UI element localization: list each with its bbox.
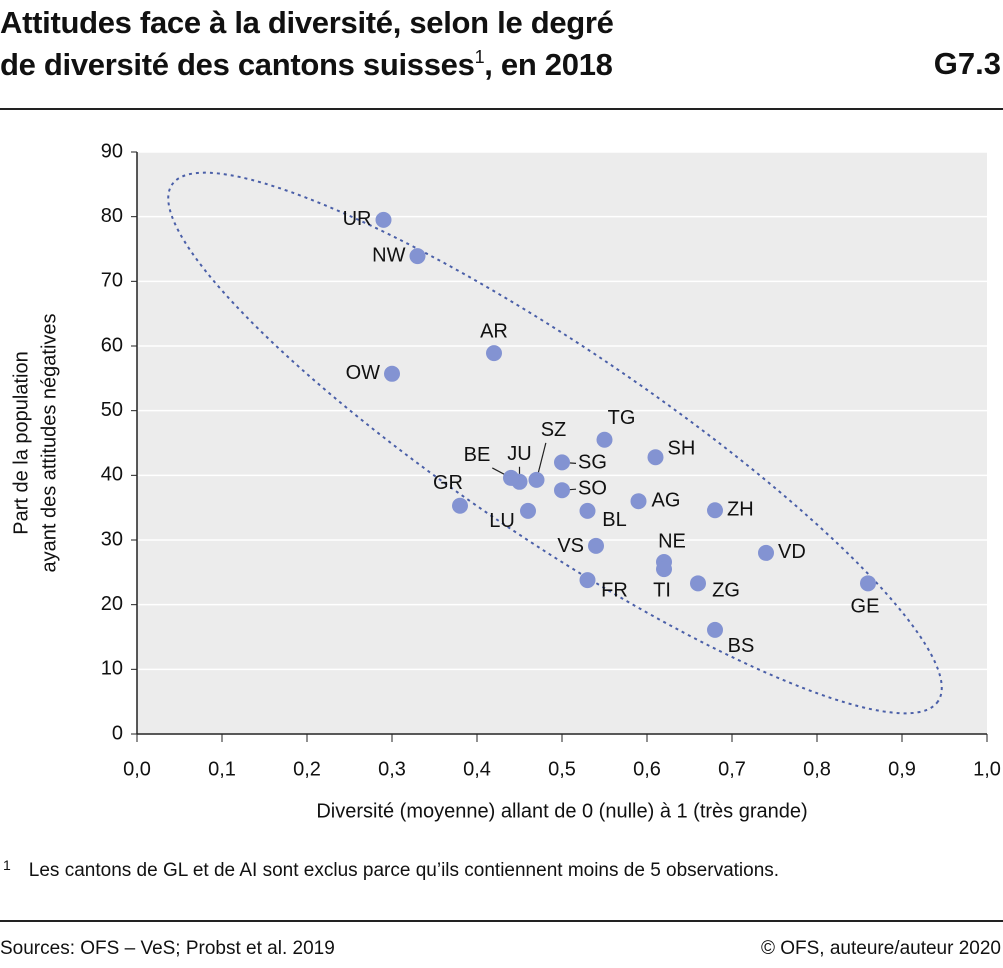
point-label: OW	[346, 362, 381, 384]
y-tick-label: 40	[101, 464, 123, 486]
y-tick-label: 30	[101, 528, 123, 550]
point	[486, 345, 502, 362]
title: Attitudes face à la diversité, selon le …	[0, 2, 614, 86]
point	[630, 493, 647, 510]
x-tick-label: 0,1	[208, 758, 236, 780]
point	[375, 211, 392, 228]
point-label: LU	[489, 510, 515, 532]
point	[409, 248, 426, 265]
x-tick-label: 0,3	[378, 758, 406, 780]
y-tick-label: 20	[101, 593, 123, 615]
point-label: NW	[372, 244, 405, 266]
point	[647, 449, 664, 466]
point-label: UR	[343, 208, 372, 230]
x-tick-label: 0,6	[633, 758, 661, 780]
point	[588, 537, 604, 554]
note-mark: 1	[474, 47, 485, 67]
grid	[131, 151, 988, 742]
rule	[0, 920, 1003, 922]
point-label: GE	[851, 596, 880, 618]
y-axis-title: Part de la population	[10, 351, 32, 534]
point	[579, 572, 596, 589]
point	[452, 497, 468, 514]
point	[690, 575, 706, 592]
x-axis-title: Diversité (moyenne) allant de 0 (nulle) …	[316, 800, 807, 822]
x-tick-label: 0,5	[548, 758, 576, 780]
point	[860, 575, 876, 592]
point-label: ZG	[712, 580, 740, 602]
point	[503, 469, 519, 486]
title-line: Attitudes face à la diversité, selon le …	[0, 5, 614, 40]
footnote-text: Les cantons de GL et de AI sont exclus p…	[28, 860, 780, 881]
point	[707, 621, 723, 638]
title-line: de diversité des cantons suisses	[0, 47, 475, 82]
y-tick-label: 80	[101, 205, 123, 227]
y-tick-label: 0	[112, 722, 123, 744]
point-label: SZ	[541, 419, 567, 441]
point-label: AG	[652, 489, 681, 511]
x-tick-label: 0,7	[718, 758, 746, 780]
point-label: GR	[433, 472, 463, 494]
point	[554, 454, 570, 471]
point-label: JU	[507, 443, 531, 465]
y-tick-label: 60	[101, 334, 123, 356]
point-label: BL	[602, 509, 626, 531]
x-tick-label: 1,0	[973, 758, 1001, 780]
point-label: SO	[578, 477, 607, 499]
y-tick-label: 10	[101, 658, 123, 680]
x-tick-label: 0,4	[463, 758, 491, 780]
x-tick-label: 0,8	[803, 758, 831, 780]
copyright: © OFS, auteure/auteur 2020	[760, 938, 1001, 959]
rule	[0, 108, 1003, 110]
x-tick-label: 0,0	[123, 758, 151, 780]
point-label: FR	[601, 579, 628, 601]
point-label: SG	[578, 452, 607, 474]
point	[520, 502, 536, 519]
plot-area	[137, 152, 987, 734]
x-tick-label: 0,9	[888, 758, 916, 780]
point	[528, 471, 545, 488]
footnote-mark: 1	[3, 857, 11, 873]
y-tick-label: 90	[101, 140, 123, 162]
point-label: AR	[480, 320, 508, 342]
point	[758, 544, 774, 561]
point-label: BE	[464, 444, 491, 466]
y-tick-label: 70	[101, 270, 123, 292]
point-label: BS	[728, 635, 755, 657]
point-label: NE	[658, 530, 686, 552]
x-tick-label: 0,2	[293, 758, 321, 780]
point	[596, 431, 613, 448]
point	[707, 502, 723, 519]
point-label: VS	[557, 535, 584, 557]
point-label: TI	[653, 579, 671, 601]
footnote: 1 Les cantons de GL et de AI sont exclus …	[3, 857, 779, 882]
point	[554, 482, 570, 499]
chart-code: G7.3	[933, 46, 1001, 81]
point-label: ZH	[727, 499, 754, 521]
point	[384, 365, 400, 382]
y-tick-label: 50	[101, 399, 123, 421]
point-label: VD	[778, 541, 806, 563]
point	[579, 502, 596, 519]
point-label: TG	[608, 407, 636, 429]
sources: Sources: OFS – VeS; Probst et al. 2019	[0, 938, 335, 959]
title-line: , en 2018	[484, 47, 613, 82]
point-label: SH	[668, 438, 696, 460]
y-axis-title: ayant des attitudes négatives	[38, 313, 60, 572]
point	[656, 561, 672, 578]
cluster-ellipse	[167, 171, 943, 715]
